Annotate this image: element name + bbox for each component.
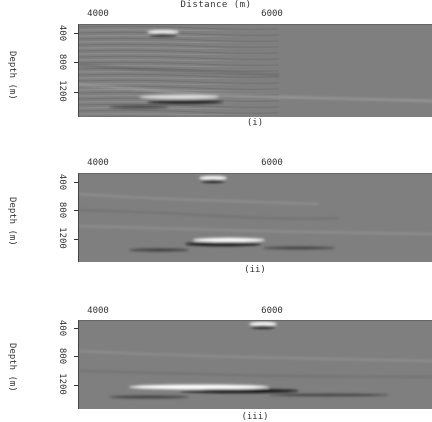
y-tick-400: 400	[57, 25, 67, 41]
panel-caption: (iii)	[78, 412, 432, 422]
y-tick-400: 400	[57, 174, 67, 190]
y-axis-label: Depth (m)	[7, 197, 17, 237]
panel-3: 4000 6000 400 800 1200 Depth (m) (iii)	[0, 296, 432, 422]
y-tick-1200: 1200	[57, 80, 67, 102]
y-axis-label: Depth (m)	[7, 51, 17, 91]
seismic-image-2	[78, 173, 432, 262]
panel-caption: (i)	[78, 118, 432, 128]
panel-2: 4000 6000 400 800 1200 Depth (m) (ii)	[0, 148, 432, 288]
x-tick-4000: 4000	[87, 158, 109, 168]
x-tick-6000: 6000	[261, 9, 283, 19]
y-tick-1200: 1200	[57, 227, 67, 249]
y-tick-800: 800	[57, 54, 67, 70]
y-tick-1200: 1200	[57, 373, 67, 395]
y-axis-label: Depth (m)	[7, 343, 17, 383]
seismic-image-3	[78, 320, 432, 409]
y-tick-800: 800	[57, 202, 67, 218]
x-tick-4000: 4000	[87, 306, 109, 316]
seismic-image-1	[78, 24, 432, 117]
y-tick-400: 400	[57, 320, 67, 336]
x-tick-6000: 6000	[261, 158, 283, 168]
x-tick-6000: 6000	[261, 306, 283, 316]
x-tick-4000: 4000	[87, 9, 109, 19]
y-tick-800: 800	[57, 348, 67, 364]
panel-caption: (ii)	[78, 265, 432, 275]
panel-1: 4000 6000 400 8	[0, 0, 432, 140]
